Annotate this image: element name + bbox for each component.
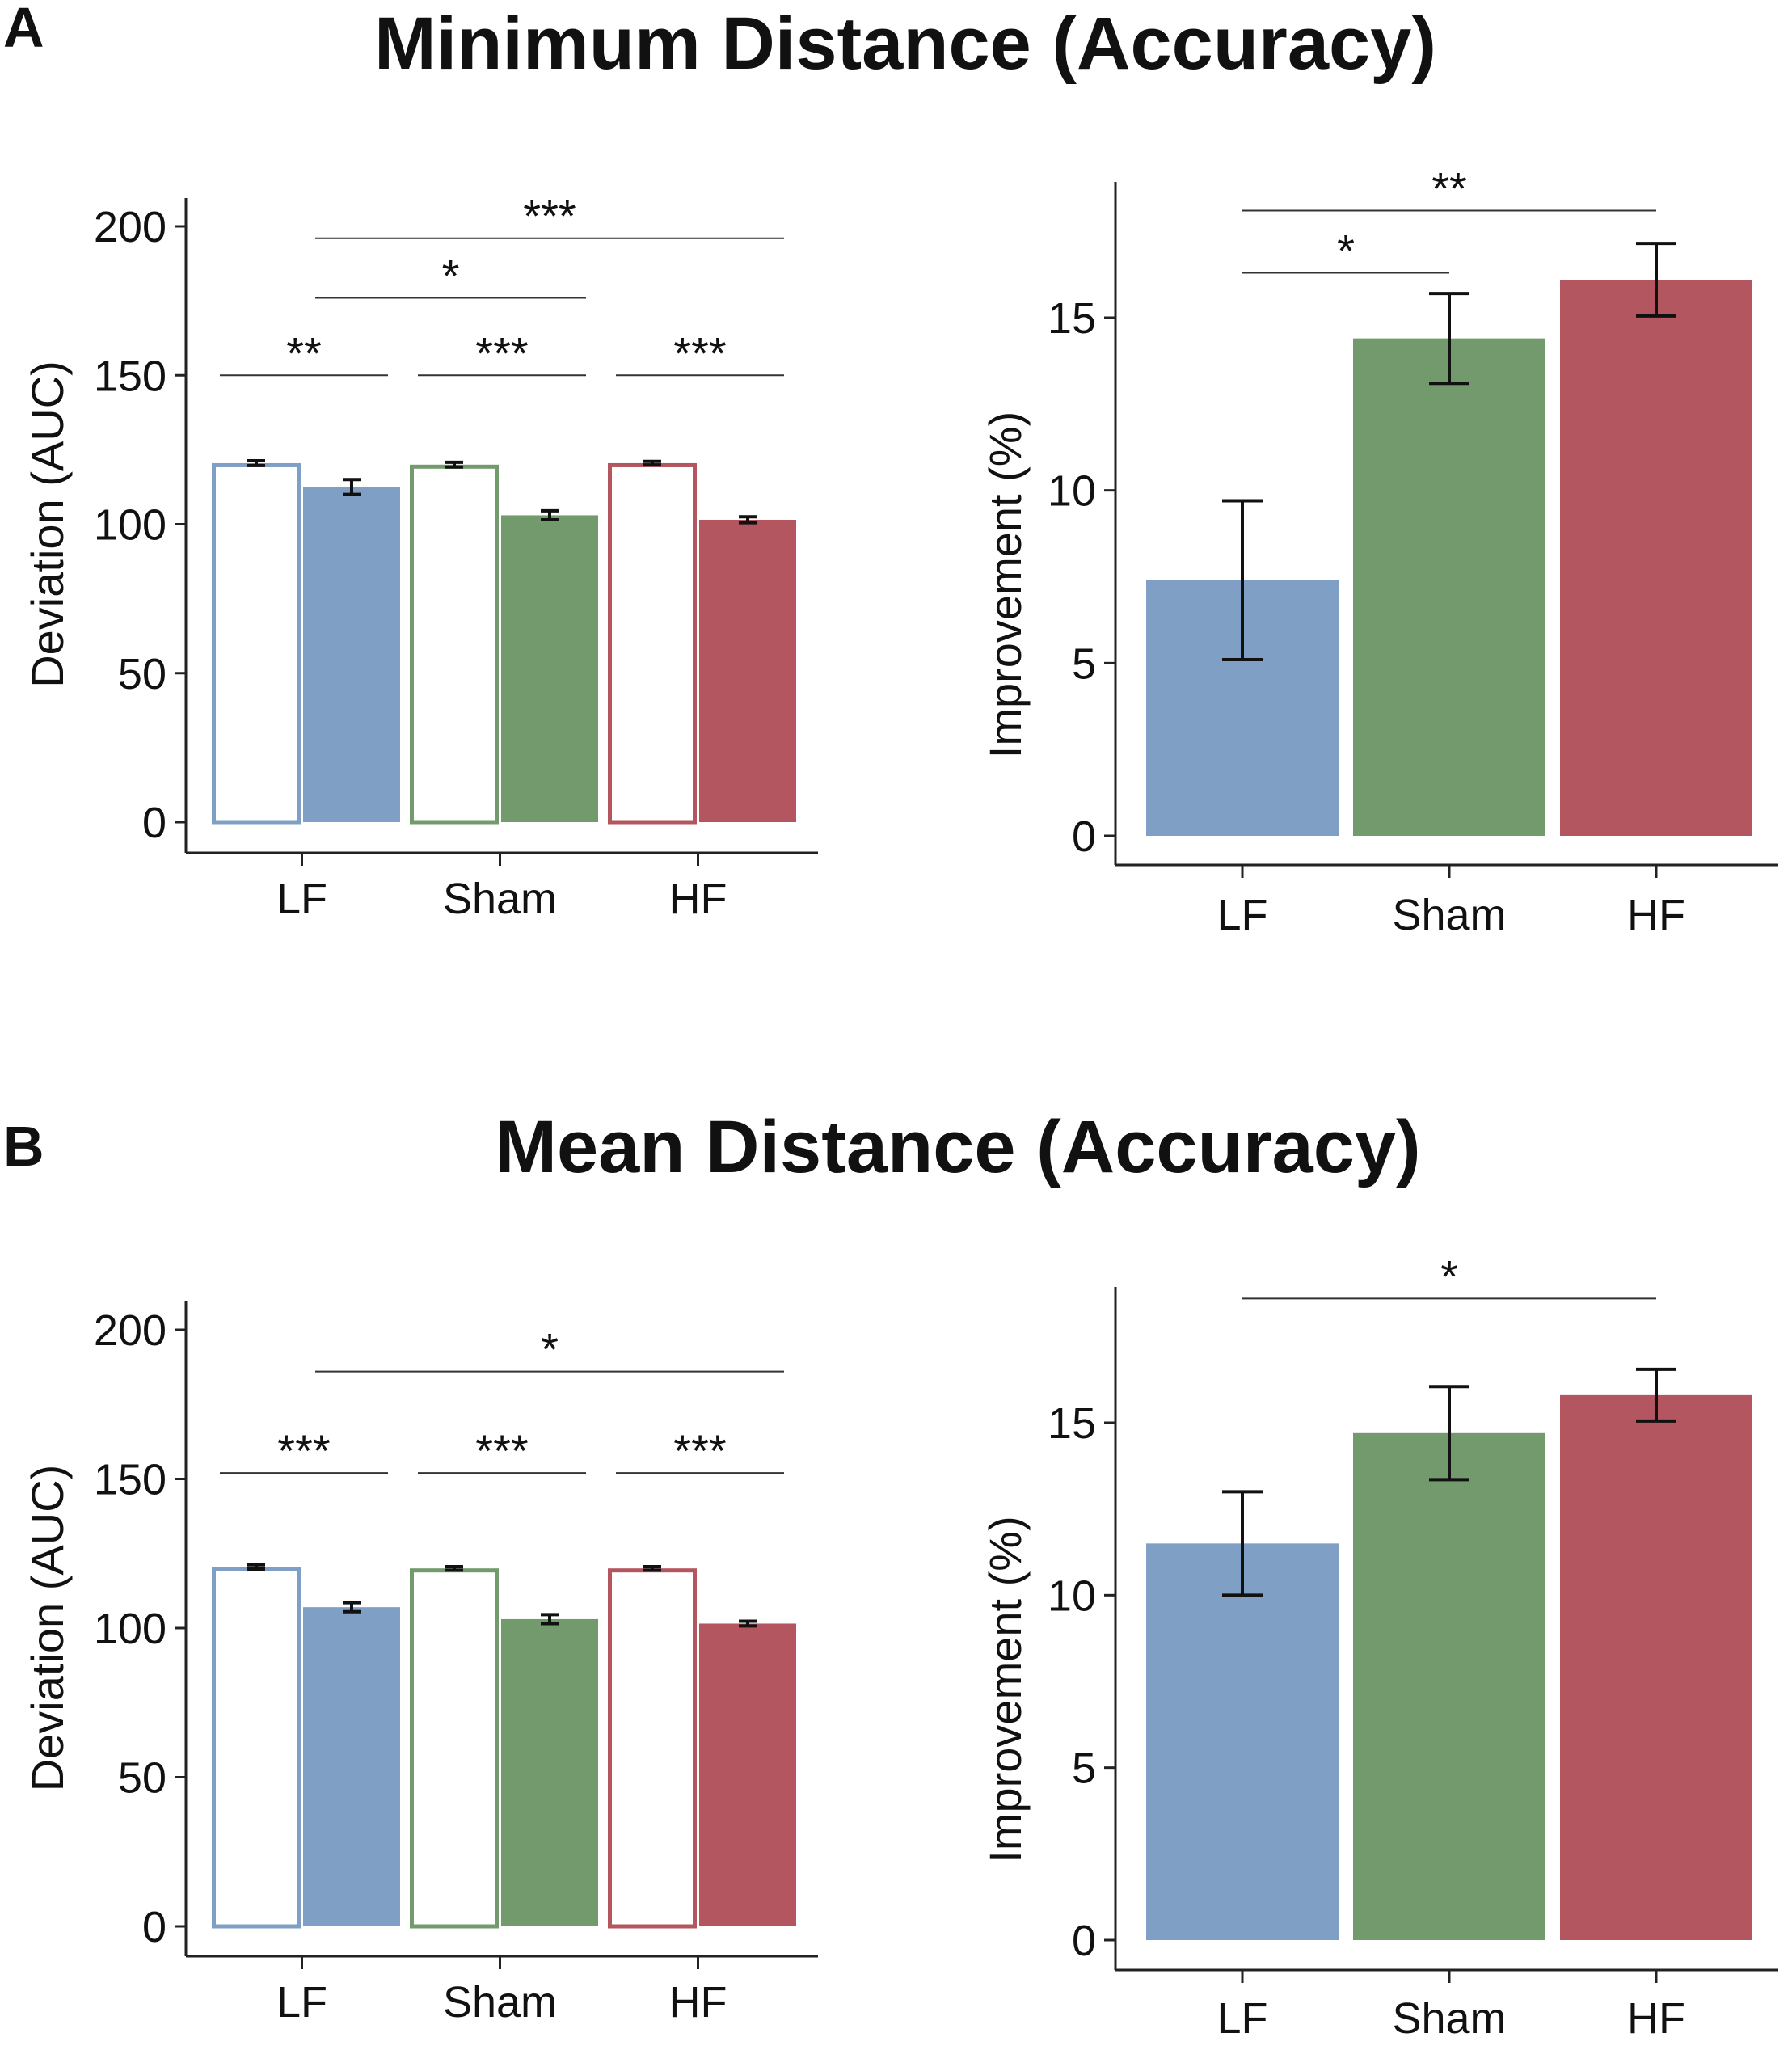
significance-label: ***	[277, 1425, 330, 1476]
y-tick-label: 15	[1048, 294, 1096, 343]
y-tick-label: 50	[118, 1754, 167, 1803]
y-tick-label: 0	[1072, 1917, 1096, 1965]
bar-pre-lf	[212, 1567, 301, 1929]
bar-post-hf	[699, 519, 796, 822]
panel-b-title: Mean Distance (Accuracy)	[495, 1106, 1420, 1188]
bar-post-hf	[699, 1623, 796, 1926]
y-tick-label: 100	[94, 501, 167, 550]
significance-label: **	[286, 327, 322, 378]
y-axis-title: Deviation (AUC)	[22, 361, 73, 688]
y-tick-label: 50	[118, 650, 167, 698]
x-tick-label-sham: Sham	[443, 875, 557, 923]
bar-post-sham	[501, 515, 598, 822]
bar-pre-hf	[608, 462, 697, 825]
y-tick-label: 200	[94, 203, 167, 251]
panel-a-letter: A	[3, 0, 44, 59]
y-tick-label: 0	[1072, 812, 1096, 861]
x-tick-label-sham: Sham	[1392, 1994, 1506, 2043]
y-tick-label: 100	[94, 1605, 167, 1653]
bar-pre-lf	[212, 462, 301, 825]
bar-lf	[1146, 1543, 1339, 1940]
bar-sham	[1353, 1432, 1545, 1940]
bar-hf	[1560, 279, 1752, 836]
significance-label: *	[1337, 225, 1355, 276]
significance-label: *	[1440, 1251, 1458, 1301]
y-axis-title: Improvement (%)	[980, 411, 1031, 758]
bar-post-lf	[303, 487, 400, 822]
significance-label: **	[1431, 163, 1467, 214]
significance-label: *	[541, 1324, 559, 1375]
x-tick-label-lf: LF	[276, 875, 327, 923]
bar-pre-sham	[410, 464, 499, 825]
x-tick-label-sham: Sham	[443, 1978, 557, 2027]
panel-b-improvement-chart: 0 5 10 15 Improvement (%) LF Sham HF *	[980, 1251, 1778, 2043]
y-tick-label: 0	[142, 799, 167, 847]
y-tick-label: 5	[1072, 1744, 1096, 1793]
bar-post-lf	[303, 1607, 400, 1926]
panel-a-title: Minimum Distance (Accuracy)	[374, 2, 1436, 85]
y-tick-label: 150	[94, 352, 167, 400]
bar-post-sham	[501, 1618, 598, 1926]
y-tick-label: 0	[142, 1903, 167, 1951]
y-tick-label: 5	[1072, 639, 1096, 688]
significance-label: ***	[475, 1425, 528, 1476]
bar-hf	[1560, 1394, 1752, 1940]
x-tick-label-hf: HF	[669, 875, 727, 923]
x-tick-label-hf: HF	[1627, 891, 1685, 939]
y-axis-title: Improvement (%)	[980, 1516, 1031, 1862]
x-tick-label-lf: LF	[276, 1978, 327, 2027]
x-tick-label-lf: LF	[1216, 1994, 1267, 2043]
significance-label: *	[442, 250, 460, 301]
x-tick-label-sham: Sham	[1392, 891, 1506, 939]
y-tick-label: 150	[94, 1456, 167, 1504]
x-tick-label-hf: HF	[1627, 1994, 1685, 2043]
significance-label: ***	[673, 1425, 726, 1476]
y-tick-label: 10	[1048, 1571, 1096, 1620]
y-tick-label: 200	[94, 1306, 167, 1355]
significance-label: ***	[475, 327, 528, 378]
bar-pre-sham	[410, 1568, 499, 1929]
bar-sham	[1353, 338, 1545, 836]
significance-label: ***	[523, 191, 576, 242]
y-tick-label: 10	[1048, 467, 1096, 516]
x-tick-label-lf: LF	[1216, 891, 1267, 939]
panel-b-letter: B	[3, 1115, 44, 1178]
y-axis-title: Deviation (AUC)	[22, 1465, 73, 1792]
x-tick-label-hf: HF	[669, 1978, 727, 2027]
significance-label: ***	[673, 327, 726, 378]
y-tick-label: 15	[1048, 1399, 1096, 1448]
bar-pre-hf	[608, 1568, 697, 1929]
